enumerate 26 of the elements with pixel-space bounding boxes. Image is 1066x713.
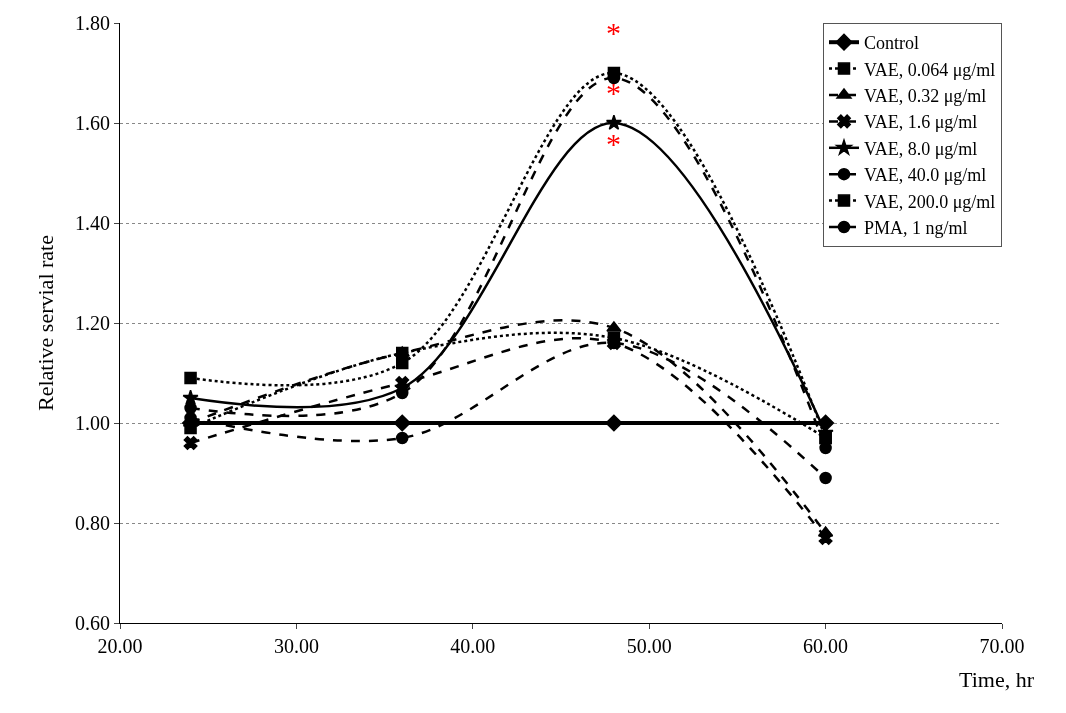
- y-tick-label: 1.00: [75, 412, 110, 434]
- y-tick-label: 1.20: [75, 312, 110, 334]
- legend-label: VAE, 200.0 μg/ml: [864, 191, 996, 212]
- x-tick-label: 50.00: [626, 635, 672, 657]
- legend-label: VAE, 40.0 μg/ml: [864, 165, 987, 186]
- legend-label: PMA, 1 ng/ml: [864, 218, 968, 239]
- annotation: *: [606, 76, 621, 109]
- y-tick-label: 0.80: [75, 512, 110, 534]
- x-tick-label: 20.00: [97, 635, 143, 657]
- y-tick-label: 1.80: [75, 12, 110, 34]
- legend-label: VAE, 0.064 μg/ml: [864, 59, 996, 80]
- x-tick-label: 40.00: [450, 635, 496, 657]
- legend-label: Control: [864, 33, 920, 54]
- x-axis-title: Time, hr: [959, 667, 1035, 692]
- y-tick-label: 1.40: [75, 212, 110, 234]
- y-tick-label: 1.60: [75, 112, 110, 134]
- annotation: *: [606, 16, 621, 49]
- y-axis-title: Relative servial rate: [32, 235, 58, 411]
- legend-label: VAE, 1.6 μg/ml: [864, 112, 978, 133]
- annotation: *: [606, 127, 621, 160]
- legend-label: VAE, 8.0 μg/ml: [864, 138, 978, 159]
- legend-label: VAE, 0.32 μg/ml: [864, 86, 987, 107]
- x-tick-label: 30.00: [273, 635, 319, 657]
- x-tick-label: 60.00: [803, 635, 849, 657]
- x-tick-label: 70.00: [979, 635, 1025, 657]
- y-tick-label: 0.60: [75, 612, 110, 634]
